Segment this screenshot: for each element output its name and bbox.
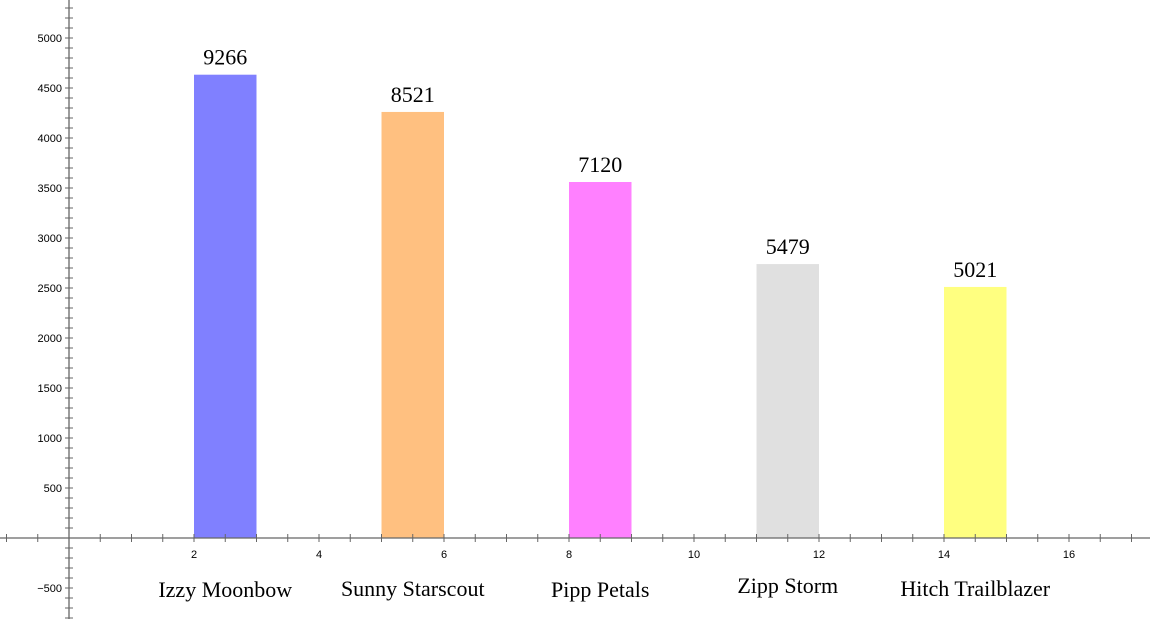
x-tick-label: 10 — [688, 549, 700, 561]
y-tick-label: 4000 — [38, 133, 62, 145]
x-tick-label: 4 — [316, 549, 322, 561]
y-tick-label: −500 — [37, 583, 62, 595]
y-tick-label: 2500 — [38, 283, 62, 295]
y-tick-label: 5000 — [38, 33, 62, 45]
category-label-1: Sunny Starscout — [341, 576, 485, 601]
bar-4 — [944, 286, 1007, 538]
y-tick-label: 1500 — [38, 383, 62, 395]
x-tick-label: 8 — [566, 549, 572, 561]
x-tick-label: 14 — [938, 549, 950, 561]
x-tick-label: 6 — [441, 549, 447, 561]
x-tick-label: 16 — [1063, 549, 1075, 561]
bar-1 — [381, 111, 444, 538]
x-tick-label: 2 — [191, 549, 197, 561]
bar-2 — [569, 182, 632, 538]
y-tick-label: 2000 — [38, 333, 62, 345]
category-label-2: Pipp Petals — [551, 577, 649, 602]
bar-0 — [194, 74, 257, 538]
y-tick-label: 1000 — [38, 433, 62, 445]
data-label-4: 5021 — [953, 257, 997, 282]
y-tick-label: 500 — [44, 483, 62, 495]
data-label-3: 5479 — [766, 234, 810, 259]
data-label-2: 7120 — [578, 152, 622, 177]
y-tick-label: 3500 — [38, 183, 62, 195]
category-label-3: Zipp Storm — [737, 573, 838, 598]
x-tick-label: 12 — [813, 549, 825, 561]
y-tick-label: 3000 — [38, 233, 62, 245]
category-label-0: Izzy Moonbow — [158, 577, 292, 602]
data-label-0: 9266 — [203, 45, 247, 70]
category-label-4: Hitch Trailblazer — [900, 576, 1050, 601]
data-label-1: 8521 — [391, 82, 435, 107]
y-tick-label: 4500 — [38, 83, 62, 95]
bar-3 — [756, 264, 819, 538]
